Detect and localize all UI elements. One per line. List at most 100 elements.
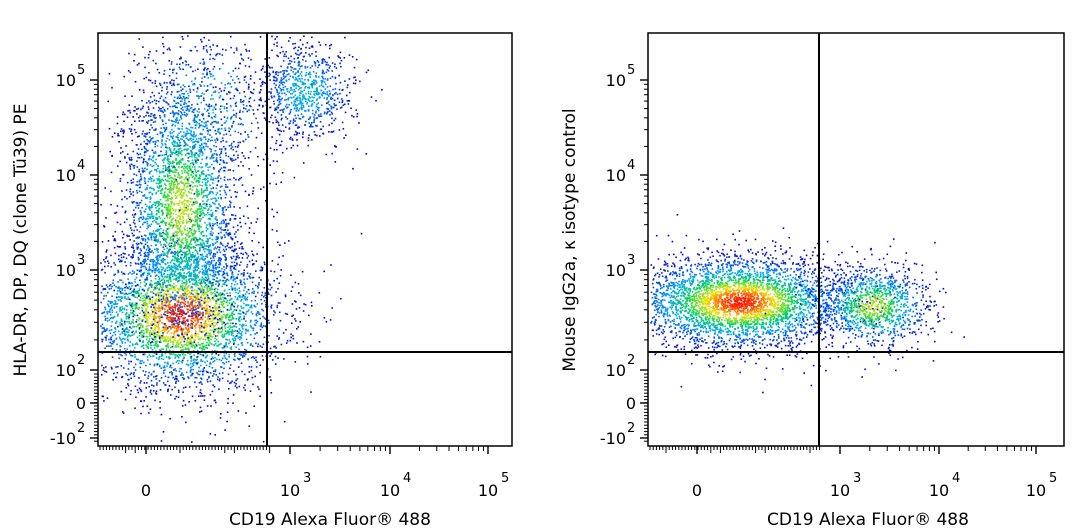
event-dot — [239, 357, 241, 360]
event-dot — [244, 283, 246, 285]
event-dot — [149, 344, 152, 346]
event-dot — [184, 207, 187, 210]
event-dot — [191, 228, 193, 231]
event-dot — [215, 309, 217, 311]
event-dot — [185, 276, 188, 278]
event-dot — [188, 182, 190, 185]
event-dot — [227, 294, 229, 297]
event-dot — [245, 311, 248, 313]
event-dot — [106, 397, 109, 399]
event-dot — [234, 217, 237, 220]
event-dot — [201, 330, 204, 333]
event-dot — [139, 366, 142, 369]
event-dot — [190, 322, 192, 325]
event-dot — [171, 170, 173, 172]
event-dot — [147, 319, 149, 322]
event-dot — [152, 303, 155, 306]
event-dot — [178, 182, 180, 185]
event-dot — [217, 327, 220, 330]
event-dot — [194, 400, 197, 402]
event-dot — [152, 141, 154, 143]
event-dot — [226, 301, 228, 304]
event-dot — [193, 361, 196, 363]
event-dot — [212, 274, 215, 277]
event-dot — [175, 330, 178, 333]
event-dot — [215, 283, 217, 285]
event-dot — [243, 352, 245, 355]
event-dot — [198, 279, 200, 282]
event-dot — [181, 298, 183, 300]
event-dot — [173, 114, 175, 116]
event-dot — [132, 254, 134, 257]
event-dot — [122, 252, 124, 255]
event-dot — [129, 262, 132, 264]
event-dot — [147, 139, 149, 142]
event-dot — [228, 353, 230, 356]
event-dot — [140, 199, 143, 202]
event-dot — [217, 345, 219, 347]
event-dot — [129, 326, 131, 328]
event-dot — [189, 356, 192, 358]
event-dot — [201, 230, 203, 233]
event-dot — [119, 287, 121, 289]
event-dot — [170, 211, 173, 214]
event-dot — [138, 89, 141, 91]
event-dot — [131, 214, 134, 216]
event-dot — [144, 243, 147, 246]
event-dot — [164, 184, 167, 187]
event-dot — [159, 82, 161, 85]
event-dot — [205, 364, 208, 367]
event-dot — [130, 322, 132, 325]
event-dot — [193, 313, 195, 315]
event-dot — [177, 121, 179, 124]
event-dot — [174, 251, 176, 253]
event-dot — [185, 279, 188, 281]
event-dot — [177, 342, 179, 344]
event-dot — [173, 327, 176, 329]
event-dot — [240, 176, 243, 179]
event-dot — [137, 148, 140, 150]
event-dot — [158, 356, 161, 358]
event-dot — [188, 401, 190, 403]
event-dot — [227, 380, 229, 382]
event-dot — [199, 299, 202, 302]
event-dot — [159, 235, 161, 237]
event-dot — [174, 378, 176, 381]
event-dot — [201, 313, 204, 315]
event-dot — [190, 355, 193, 358]
event-dot — [260, 323, 263, 326]
event-dot — [210, 287, 212, 289]
event-dot — [240, 261, 242, 263]
event-dot — [174, 339, 177, 342]
event-dot — [212, 224, 214, 227]
event-dot — [127, 368, 130, 370]
event-dot — [178, 204, 180, 207]
event-dot — [160, 341, 162, 344]
event-dot — [153, 320, 156, 323]
event-dot — [113, 238, 116, 240]
event-dot — [233, 313, 235, 316]
event-dot — [178, 265, 181, 268]
event-dot — [195, 215, 197, 217]
event-dot — [182, 166, 184, 168]
event-dot — [116, 343, 118, 346]
event-dot — [204, 261, 207, 263]
event-dot — [233, 358, 235, 361]
event-dot — [207, 343, 210, 346]
event-dot — [217, 177, 219, 179]
event-dot — [182, 157, 184, 160]
event-dot — [270, 353, 273, 355]
event-dot — [168, 320, 170, 323]
event-dot — [229, 326, 232, 329]
event-dot — [125, 145, 127, 147]
event-dot — [121, 332, 124, 335]
event-dot — [124, 333, 126, 335]
event-dot — [128, 360, 130, 363]
event-dot — [230, 381, 232, 384]
event-dot — [174, 124, 176, 127]
event-dot — [146, 336, 149, 338]
event-dot — [120, 339, 122, 341]
event-dot — [162, 334, 164, 336]
event-dot — [156, 346, 159, 348]
event-dot — [198, 177, 201, 179]
